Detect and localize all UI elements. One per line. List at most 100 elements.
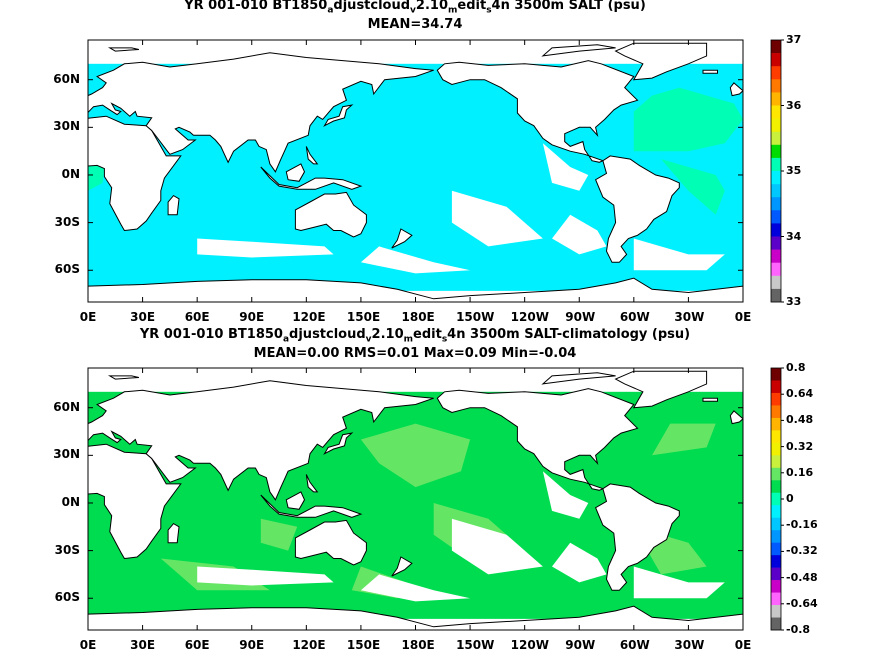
panel1-title: YR 001-010 BT1850adjustcloudv2.10medits4…	[0, 0, 830, 16]
title-part: edit	[457, 0, 487, 13]
colorbar-swatch	[771, 467, 781, 481]
coastline-iceland	[702, 69, 718, 74]
x-tick-label: 0E	[79, 638, 97, 652]
colorbar-swatch	[771, 171, 781, 185]
title-part: a	[282, 334, 290, 345]
panel1-subtitle: MEAN=34.74	[367, 17, 463, 32]
field-region	[360, 574, 471, 602]
x-tick-label: 120E	[292, 638, 326, 652]
x-tick-label: 0E	[734, 310, 752, 324]
coastline-arcticIsles	[541, 44, 616, 57]
y-tick-label: 30S	[54, 214, 80, 229]
colorbar-swatch	[771, 380, 781, 394]
coastline-australia	[294, 519, 367, 566]
coastline-europeAsia	[88, 380, 434, 501]
x-tick-label: 90W	[565, 638, 596, 652]
colorbar-label: 0.48	[786, 413, 814, 427]
colorbar-swatch	[771, 210, 781, 224]
colorbar-label: -0.48	[786, 570, 818, 584]
title-part: 2.10	[371, 327, 404, 342]
colorbar-swatch	[771, 79, 781, 93]
coastline-japan	[323, 104, 354, 127]
y-tick-label: 30N	[53, 119, 80, 134]
colorbar-swatch	[771, 505, 781, 519]
panel2-map	[87, 367, 744, 631]
colorbar-swatch	[771, 197, 781, 211]
colorbar-label: 35	[786, 164, 802, 177]
colorbar-swatch	[771, 405, 781, 419]
colorbar-label: 36	[786, 98, 802, 112]
title-part: s	[441, 334, 448, 345]
colorbar-swatch	[771, 66, 781, 80]
field-region	[451, 190, 543, 247]
field-region	[260, 518, 298, 551]
colorbar-swatch	[771, 249, 781, 263]
panel2-title: YR 001-010 BT1850adjustcloudv2.10medits4…	[0, 327, 830, 345]
coastline-svalbard	[107, 47, 140, 52]
y-tick-label: 30N	[53, 447, 80, 462]
colorbar-label: 0	[786, 492, 794, 505]
x-tick-label: 120W	[510, 310, 549, 324]
x-tick-label: 150W	[456, 638, 495, 652]
colorbar-label: -0.32	[786, 544, 818, 558]
coastline-madagascar	[167, 522, 180, 544]
field-region	[552, 542, 607, 583]
title-part: m	[403, 334, 414, 345]
field-region	[661, 159, 725, 215]
colorbar-label: 0.32	[786, 439, 814, 453]
colorbar-swatch	[771, 430, 781, 444]
field-region	[652, 423, 716, 456]
field-region	[197, 238, 334, 258]
coastline-greenland	[614, 370, 708, 409]
x-tick-label: 0E	[734, 638, 752, 652]
field-region	[633, 238, 725, 271]
coastline-southAmerica	[594, 483, 680, 591]
y-tick-label: 0N	[61, 494, 80, 509]
y-tick-label: 60N	[53, 71, 80, 86]
title-part: djustcloud	[289, 327, 366, 342]
coastline-australia	[294, 191, 367, 238]
panel2-subtitle: MEAN=0.00 RMS=0.01 Max=0.09 Min=-0.04	[253, 346, 577, 361]
coastline-borneo	[285, 491, 306, 510]
title-part: m	[448, 5, 458, 16]
x-tick-label: 30W	[674, 310, 705, 324]
x-tick-label: 150E	[346, 638, 381, 652]
colorbar-swatch	[771, 617, 781, 631]
title-part: 4n 3500m SALT-climatology (psu)	[447, 327, 691, 342]
field-region	[197, 566, 334, 586]
x-tick-label: 30W	[674, 638, 705, 652]
colorbar-swatch	[771, 605, 781, 618]
x-tick-label: 180E	[401, 310, 435, 324]
coastline-philippines	[305, 474, 319, 493]
coastline-iceland	[702, 397, 718, 402]
colorbar-label: 0.16	[786, 465, 814, 479]
coastline-borneo	[285, 163, 306, 182]
coastline-nz	[391, 556, 413, 577]
coastline-uk	[729, 82, 743, 97]
title-part: 2.10	[415, 0, 448, 13]
coastline-philippines	[305, 146, 319, 165]
coastline-antarctica	[88, 277, 743, 302]
colorbar-swatch	[771, 455, 781, 469]
panel2-colorbar	[770, 367, 784, 631]
coastline-africa	[88, 115, 182, 232]
title-part: 4n 3500m SALT (psu)	[491, 0, 646, 13]
colorbar-label: 37	[786, 33, 802, 46]
field-region	[633, 566, 725, 599]
title-part: a	[327, 5, 334, 16]
title-part: v	[365, 334, 372, 345]
x-tick-label: 90W	[565, 310, 596, 324]
colorbar-swatch	[771, 40, 781, 54]
colorbar-swatch	[771, 480, 781, 494]
field-region	[542, 471, 589, 519]
y-tick-label: 60N	[53, 399, 80, 414]
coastline-indonesia	[260, 166, 363, 190]
colorbar-swatch	[771, 157, 781, 172]
colorbar-swatch	[771, 555, 781, 568]
colorbar-swatch	[771, 236, 781, 250]
coastline-northAmerica	[436, 388, 639, 491]
colorbar-swatch	[771, 118, 781, 132]
field-region	[451, 518, 543, 575]
colorbar-swatch	[771, 567, 781, 581]
